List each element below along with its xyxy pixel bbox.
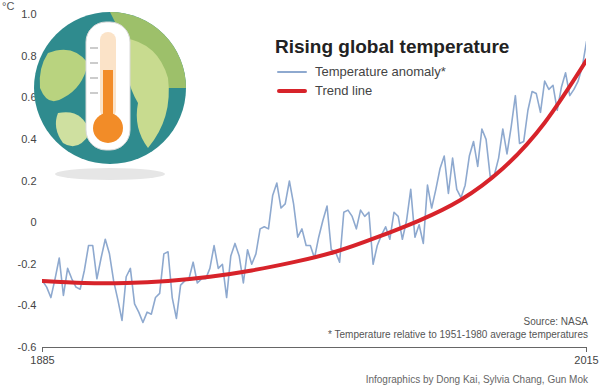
html-text:Source: NASA: Source: NASA <box>523 316 588 327</box>
html-text:Rising global temperature: Rising global temperature <box>275 36 510 57</box>
svg-text:0.2: 0.2 <box>21 175 36 187</box>
html-text:* Temperature relative to 1951: * Temperature relative to 1951-1980 aver… <box>328 329 588 340</box>
svg-text:-0.4: -0.4 <box>18 299 37 311</box>
html-text:Trend line: Trend line <box>315 83 373 98</box>
svg-text:0.4: 0.4 <box>21 133 36 145</box>
svg-text:-0.2: -0.2 <box>18 258 37 270</box>
html-text:Temperature anomaly*: Temperature anomaly* <box>315 64 446 79</box>
svg-text:0: 0 <box>30 216 36 228</box>
svg-text:1.0: 1.0 <box>21 8 36 20</box>
svg-text:-0.6: -0.6 <box>18 341 37 353</box>
html-text:Infographics by Dong Kai, Sylv: Infographics by Dong Kai, Sylvia Chang, … <box>365 374 588 385</box>
svg-text:2015: 2015 <box>574 354 598 366</box>
svg-text:1885: 1885 <box>30 354 54 366</box>
svg-text:0.8: 0.8 <box>21 50 36 62</box>
svg-text:0.6: 0.6 <box>21 91 37 104</box>
html-text:°C: °C <box>2 0 15 12</box>
